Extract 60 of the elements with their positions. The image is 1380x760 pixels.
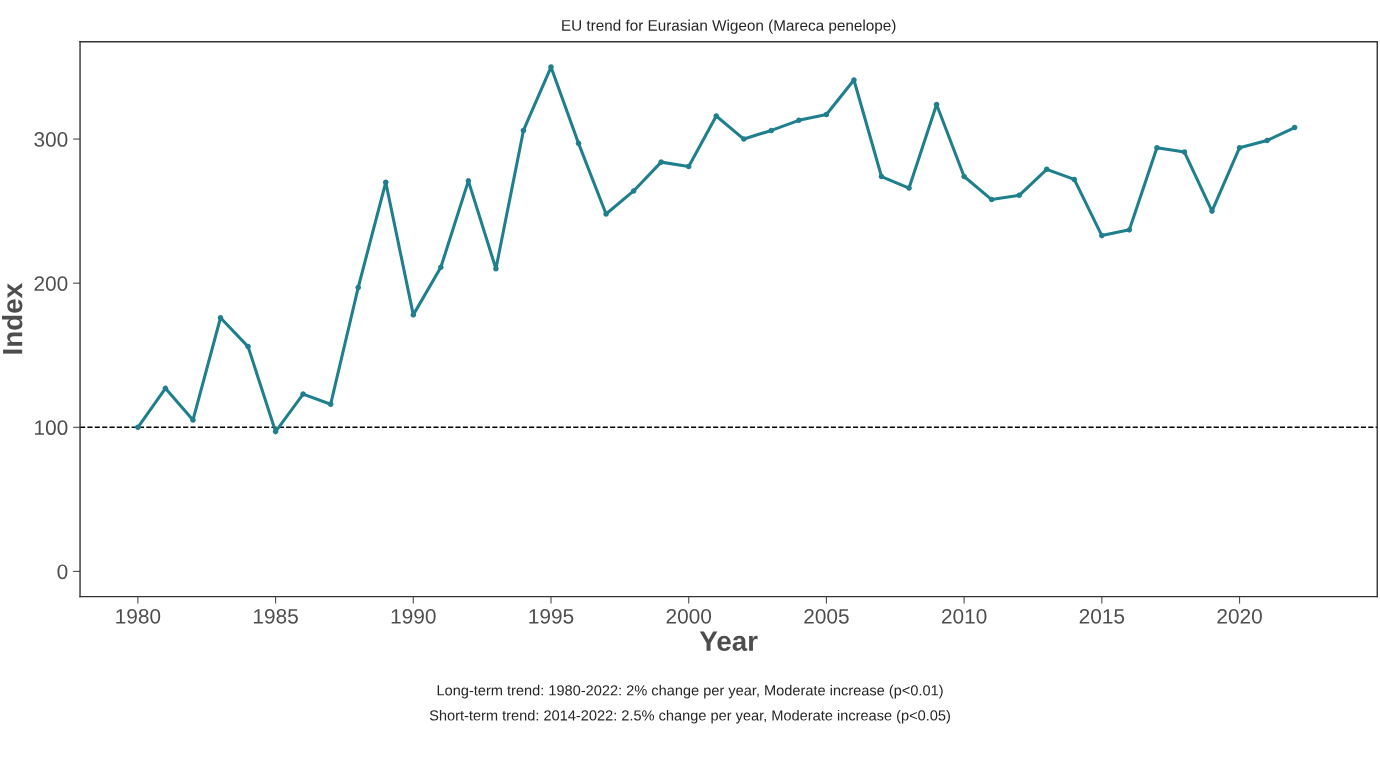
point <box>658 159 664 165</box>
x-tick-label: 1980 <box>116 608 161 624</box>
point <box>300 391 306 397</box>
point <box>1126 227 1133 233</box>
point <box>355 284 361 291</box>
point <box>272 428 279 435</box>
point <box>630 188 637 194</box>
x-tick-label: 2000 <box>666 608 712 624</box>
point <box>1043 166 1050 173</box>
point <box>410 312 417 318</box>
text: Short-term trend: 2014-2022: 2.5% change per year, Moderate increase (p<0.05) <box>429 709 950 724</box>
point <box>382 179 389 186</box>
point <box>1209 208 1215 214</box>
y-tick-label: 0 <box>57 564 68 580</box>
chart-title: EU trend for Eurasian Wigeon (Mareca penelope) <box>562 19 896 34</box>
point <box>823 111 830 118</box>
point <box>713 113 720 119</box>
point <box>961 173 967 180</box>
point <box>1154 144 1160 151</box>
x-tick-label: 2020 <box>1217 608 1262 624</box>
point <box>1071 176 1078 183</box>
point <box>1264 137 1270 144</box>
x-tick-label: 2005 <box>804 608 849 624</box>
point <box>796 117 802 124</box>
point <box>1099 232 1105 239</box>
x-tick-label: 2015 <box>1079 608 1125 624</box>
point <box>327 401 334 407</box>
x-axis-title: Year <box>699 631 758 652</box>
point <box>548 64 554 70</box>
x-tick-label: 1995 <box>529 608 574 624</box>
point <box>190 417 196 423</box>
x-tick-label: 1990 <box>391 608 436 624</box>
point <box>741 136 747 142</box>
point <box>1181 149 1188 155</box>
x-tick-label: 1985 <box>254 608 298 624</box>
point <box>768 127 775 134</box>
y-axis-title: Index <box>2 283 23 354</box>
point <box>575 140 582 147</box>
point <box>493 265 499 272</box>
point <box>851 77 857 83</box>
point <box>1236 144 1243 151</box>
point <box>685 163 692 170</box>
point <box>438 264 444 271</box>
point <box>933 101 940 108</box>
y-tick-label: 300 <box>34 132 68 147</box>
point <box>245 343 251 350</box>
x-tick-label: 2010 <box>942 608 987 624</box>
point <box>217 314 224 321</box>
point <box>135 424 141 431</box>
point <box>988 196 995 203</box>
y-tick-label: 100 <box>35 420 68 436</box>
point <box>1016 192 1022 199</box>
point <box>162 385 169 392</box>
point <box>603 211 609 217</box>
point <box>465 178 472 184</box>
point <box>1291 124 1298 131</box>
point <box>520 127 527 134</box>
point <box>906 185 912 191</box>
y-tick-label: 200 <box>34 276 68 291</box>
text: Long-term trend: 1980-2022: 2% change per year, Moderate increase (p<0.01) <box>437 684 943 699</box>
